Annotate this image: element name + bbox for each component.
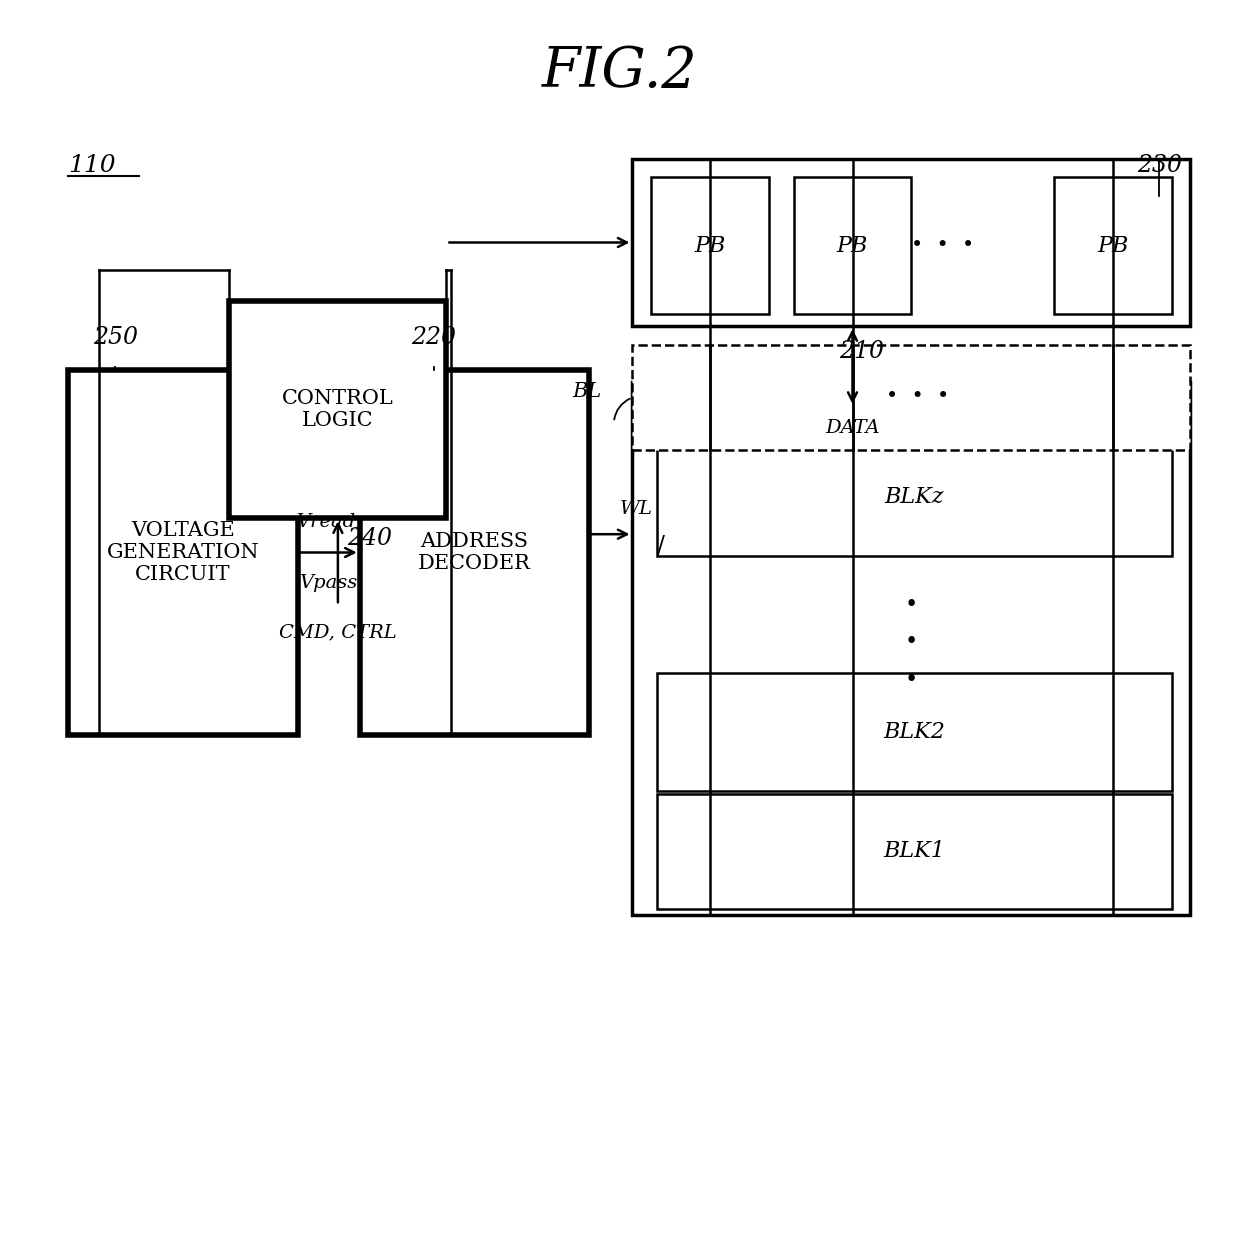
Text: Vread,: Vread,: [296, 513, 361, 530]
FancyBboxPatch shape: [1054, 178, 1172, 314]
FancyBboxPatch shape: [657, 673, 1172, 791]
Text: 230: 230: [1137, 155, 1182, 178]
Text: PB: PB: [694, 234, 725, 257]
FancyBboxPatch shape: [651, 178, 769, 314]
Text: /: /: [657, 536, 665, 558]
Text: BLK1: BLK1: [884, 840, 945, 862]
Text: •  •  •: • • •: [910, 236, 975, 255]
Text: VOLTAGE
GENERATION
CIRCUIT: VOLTAGE GENERATION CIRCUIT: [107, 520, 259, 583]
FancyBboxPatch shape: [794, 178, 911, 314]
Text: •: •: [905, 595, 918, 616]
Text: ADDRESS
DECODER: ADDRESS DECODER: [418, 532, 531, 573]
FancyBboxPatch shape: [632, 159, 1190, 326]
Text: PB: PB: [1097, 234, 1128, 257]
FancyBboxPatch shape: [632, 382, 1190, 915]
FancyBboxPatch shape: [68, 369, 298, 736]
FancyBboxPatch shape: [360, 369, 589, 736]
FancyBboxPatch shape: [229, 301, 446, 518]
Text: Vpass: Vpass: [300, 575, 357, 592]
Text: BLK2: BLK2: [884, 721, 945, 743]
FancyBboxPatch shape: [657, 437, 1172, 556]
FancyBboxPatch shape: [657, 794, 1172, 908]
Text: BL: BL: [572, 382, 601, 401]
Text: CONTROL
LOGIC: CONTROL LOGIC: [281, 389, 394, 431]
Text: CMD, CTRL: CMD, CTRL: [279, 624, 397, 641]
Text: •: •: [905, 631, 918, 654]
Text: DATA: DATA: [825, 420, 880, 437]
Text: •: •: [905, 669, 918, 690]
Text: 250: 250: [93, 325, 138, 349]
Text: 220: 220: [412, 325, 456, 349]
Text: BLKz: BLKz: [885, 485, 944, 508]
Text: FIG.2: FIG.2: [542, 44, 698, 100]
Text: •  •  •: • • •: [885, 387, 950, 407]
Text: 240: 240: [347, 527, 392, 551]
Text: WL: WL: [620, 500, 653, 518]
Text: PB: PB: [837, 234, 868, 257]
Text: 210: 210: [839, 340, 884, 363]
Text: 110: 110: [68, 154, 115, 176]
FancyBboxPatch shape: [632, 345, 1190, 450]
